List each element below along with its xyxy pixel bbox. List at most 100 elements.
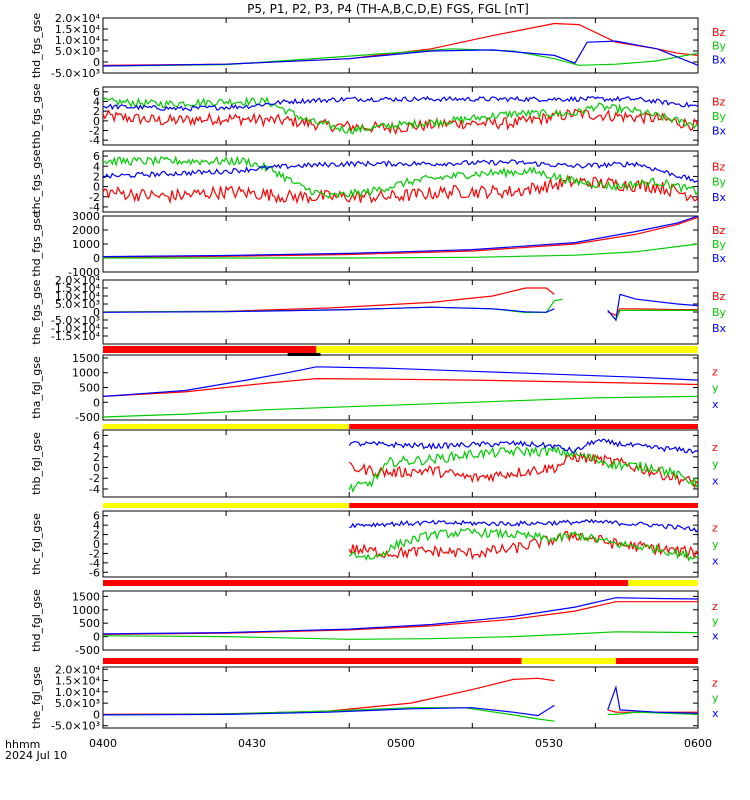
legend-entry: Bz (712, 26, 726, 39)
series-line-y (103, 631, 698, 640)
status-bar-segment (628, 580, 698, 586)
status-bar-segment (103, 580, 629, 586)
y-tick-label: 2000 (72, 224, 100, 237)
y-tick-label: 1500 (72, 352, 100, 365)
legend-entry: Bx (712, 191, 727, 204)
panel-frame (102, 354, 699, 421)
y-tick-label: 2 (93, 451, 100, 464)
status-bar-marker (287, 353, 321, 356)
time-tick-label: 0500 (387, 737, 415, 750)
y-tick-label: 1500 (72, 590, 100, 603)
time-tick-label: 0530 (535, 737, 563, 750)
y-axis-label: thc_fgl_gse (30, 513, 43, 575)
panel-frame (102, 590, 699, 651)
y-tick-label: -2 (89, 547, 100, 560)
legend-entry: Bx (712, 322, 727, 335)
status-bar-segment (521, 658, 616, 664)
y-axis-label: thd_fgs_gse (30, 211, 43, 277)
y-axis-label: thd_fgs_gse (30, 13, 43, 79)
date-label: 2024 Jul 10 (5, 749, 67, 762)
y-tick-label: 6 (93, 510, 100, 523)
y-tick-label: 0 (93, 462, 100, 475)
y-tick-label: 2 (93, 105, 100, 118)
status-bar-segment (615, 658, 698, 664)
series-line-y (607, 711, 698, 715)
chart-title: P5, P1, P2, P3, P4 (TH-A,B,C,D,E) FGS, F… (247, 2, 529, 16)
panel-p6: -500 0500 1000 1500 tha_fgl_gse zyx (30, 352, 719, 424)
series-line-By (607, 309, 698, 322)
status-bar-segment (103, 424, 350, 429)
y-tick-label: 0 (93, 56, 100, 69)
status-bar-segment (316, 346, 698, 353)
y-tick-label: 2 (93, 170, 100, 183)
legend-entry: x (712, 707, 719, 720)
y-tick-label: 1.0×10⁴ (55, 686, 101, 699)
y-tick-label: 1.0×10⁴ (55, 290, 101, 303)
status-bar-segment (349, 503, 698, 508)
series-line-By (103, 96, 698, 135)
y-axis-label: thc_fgs_gse (30, 149, 43, 214)
series-line-Bz (103, 108, 698, 136)
legend-entry: z (712, 600, 718, 613)
y-tick-label: 1000 (72, 367, 100, 380)
series-line-Bx (103, 306, 555, 313)
y-tick-label: -2 (89, 472, 100, 485)
series-line-By (103, 243, 698, 259)
y-tick-label: -1000 (68, 266, 100, 279)
series-line-Bz (103, 175, 698, 205)
y-tick-label: 4 (93, 160, 100, 173)
legend-entry: By (712, 176, 727, 189)
legend-entry: y (712, 382, 719, 395)
status-bar-segment (103, 346, 317, 353)
y-tick-label: 500 (79, 617, 100, 630)
panel-frame (102, 429, 699, 498)
y-axis-label: the_fgs_gse (30, 279, 43, 344)
series-line-z (348, 451, 698, 489)
legend-entry: z (712, 676, 718, 689)
legend-entry: y (712, 692, 719, 705)
y-tick-label: 1.5×10⁴ (55, 675, 101, 688)
y-tick-label: 0 (93, 115, 100, 128)
y-tick-label: 0 (93, 306, 100, 319)
y-tick-label: 4 (93, 440, 100, 453)
y-tick-label: 5.0×10³ (55, 697, 100, 710)
y-tick-label: -4 (89, 201, 100, 214)
series-line-z (348, 530, 698, 561)
series-line-Bx (103, 159, 698, 183)
series-line-y (348, 445, 698, 494)
series-line-Bx (103, 40, 698, 67)
legend-entry: By (712, 238, 727, 251)
panel-p5: -1.5×10⁴-1.0×10⁴-5.0×10³05.0×10³1.0×10⁴1… (30, 274, 727, 345)
y-tick-label: -5.0×10³ (51, 314, 100, 327)
legend-entry: Bz (712, 290, 726, 303)
legend-entry: y (712, 458, 719, 471)
panels: -5.0×10³05.0×10³1.0×10⁴1.5×10⁴2.0×10⁴thd… (30, 12, 727, 733)
series-line-z (103, 377, 698, 397)
status-bar-segment (103, 658, 522, 664)
y-tick-label: -6 (89, 566, 100, 579)
series-line-Bz (103, 22, 698, 66)
legend-entry: By (712, 306, 727, 319)
series-line-x (349, 518, 698, 533)
legend-entry: Bx (712, 252, 727, 265)
y-tick-label: 5.0×10³ (55, 298, 100, 311)
y-tick-label: -1.0×10⁴ (51, 322, 101, 335)
legend-entry: By (712, 110, 727, 123)
time-axis: 0400 0430 0500 0530 0600 hhmm 2024 Jul 1… (5, 737, 712, 762)
y-tick-label: -4 (89, 557, 100, 570)
y-tick-label: -500 (75, 644, 100, 657)
panel-frame (102, 215, 699, 273)
y-axis-label: the_fgl_gse (30, 666, 43, 729)
legend-entry: x (712, 629, 719, 642)
panel-frame (102, 86, 699, 146)
y-tick-label: 6 (93, 86, 100, 99)
time-format-label: hhmm (5, 738, 40, 751)
status-bars (103, 346, 698, 664)
y-tick-label: 0 (93, 181, 100, 194)
series-line-Bz (607, 308, 698, 316)
